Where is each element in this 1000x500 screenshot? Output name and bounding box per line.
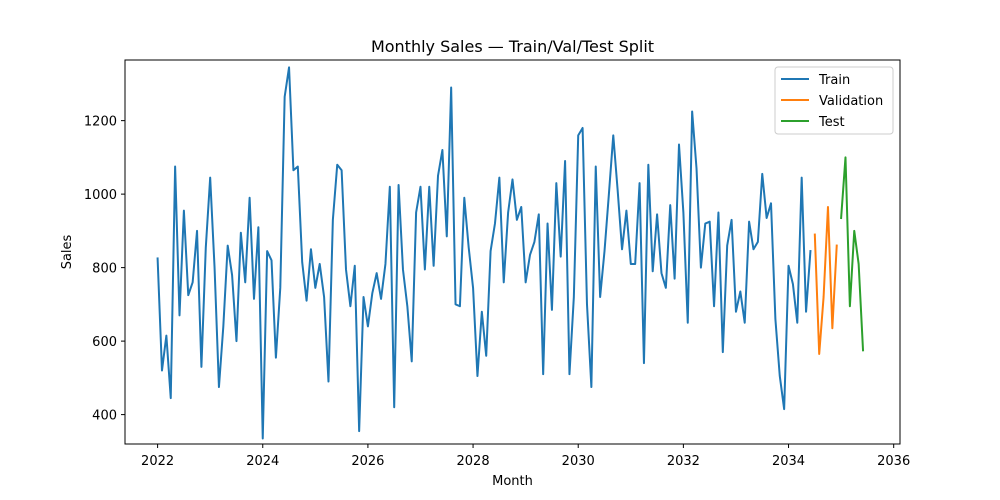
y-tick-label: 1200 [84, 115, 117, 130]
y-tick-label: 400 [92, 409, 117, 424]
x-tick-label: 2036 [877, 454, 910, 469]
x-tick-label: 2032 [667, 454, 700, 469]
legend-frame [774, 66, 894, 135]
chart-title: Monthly Sales — Train/Val/Test Split [371, 37, 654, 56]
y-axis-label: Sales [60, 234, 75, 269]
y-tick-label: 600 [92, 335, 117, 350]
legend: Train Validation Test [774, 66, 894, 135]
axes-frame [124, 59, 901, 445]
x-tick-label: 2026 [351, 454, 384, 469]
x-axis-label: Month [492, 474, 533, 489]
series-layer [156, 66, 865, 440]
legend-label-train: Train [818, 73, 850, 88]
x-tick-label: 2024 [246, 454, 279, 469]
series-line-validation [813, 205, 838, 355]
x-tick-label: 2028 [457, 454, 490, 469]
series-line-test [840, 156, 865, 352]
legend-label-validation: Validation [819, 94, 883, 109]
y-tick-label: 1000 [84, 188, 117, 203]
x-tick-label: 2030 [562, 454, 595, 469]
series-line-train [156, 66, 812, 440]
plot-area [125, 60, 900, 444]
x-tick-label: 2022 [141, 454, 174, 469]
legend-label-test: Test [818, 115, 845, 130]
y-tick-label: 800 [92, 262, 117, 277]
x-tick-label: 2034 [772, 454, 805, 469]
axes-layer: 2022 2024 2026 2028 2030 2032 2034 2036 400 600 80… [84, 59, 910, 469]
